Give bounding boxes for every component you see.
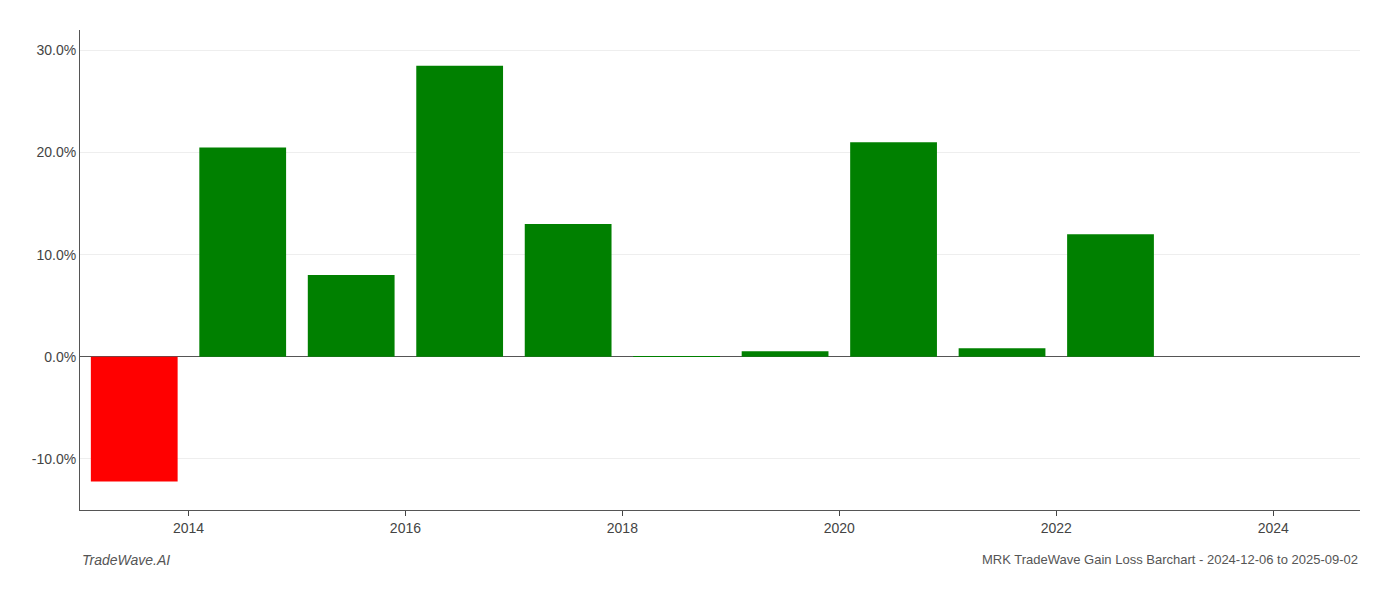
svg-text:0.0%: 0.0% [44, 349, 76, 365]
svg-text:-10.0%: -10.0% [32, 451, 76, 467]
svg-text:2018: 2018 [607, 520, 638, 536]
svg-text:20.0%: 20.0% [36, 144, 76, 160]
svg-text:MRK TradeWave Gain Loss Barcha: MRK TradeWave Gain Loss Barchart - 2024-… [982, 552, 1358, 567]
svg-text:2020: 2020 [824, 520, 855, 536]
svg-text:10.0%: 10.0% [36, 247, 76, 263]
svg-text:2016: 2016 [390, 520, 421, 536]
svg-text:2024: 2024 [1258, 520, 1289, 536]
svg-text:2022: 2022 [1041, 520, 1072, 536]
svg-text:30.0%: 30.0% [36, 42, 76, 58]
svg-text:2014: 2014 [173, 520, 204, 536]
svg-text:TradeWave.AI: TradeWave.AI [82, 552, 170, 568]
